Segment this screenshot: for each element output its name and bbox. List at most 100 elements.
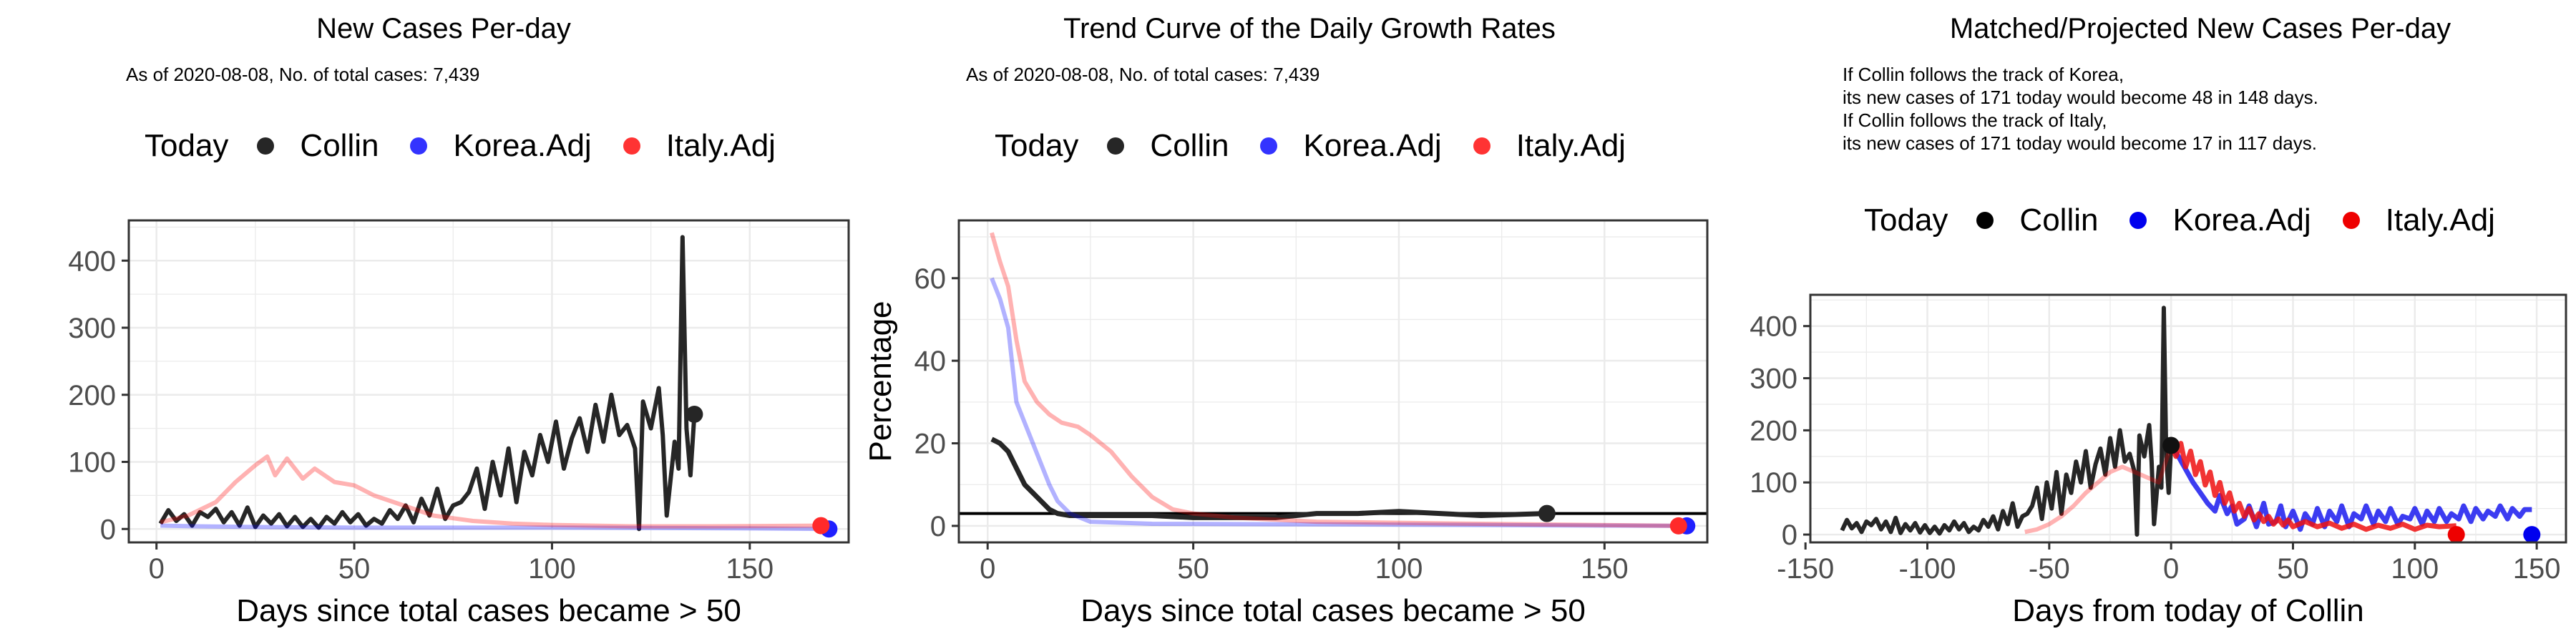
legend-title: Today xyxy=(1864,203,1948,238)
legend-item-korea: Korea.Adj xyxy=(1260,128,1442,164)
legend-item-italy: Italy.Adj xyxy=(623,128,776,164)
legend-label: Collin xyxy=(1150,128,1229,163)
chart-title: Trend Curve of the Daily Growth Rates xyxy=(1063,13,1556,44)
legend-label: Collin xyxy=(2019,203,2099,238)
y-axis-label: Percentage xyxy=(863,301,898,462)
chart-subtitle: As of 2020-08-08, No. of total cases: 7,… xyxy=(126,64,480,85)
x-tick-label: 150 xyxy=(2513,553,2561,585)
series-line-italy-adj xyxy=(2168,441,2457,532)
y-tick-label: 20 xyxy=(914,429,947,460)
x-tick-label: 0 xyxy=(980,553,995,585)
legend-dot-icon xyxy=(257,137,275,155)
legend-label: Italy.Adj xyxy=(665,128,776,163)
legend-dot-icon xyxy=(2129,212,2147,229)
series-line-korea-adj xyxy=(160,523,829,532)
series-line-italy-adj xyxy=(160,454,821,529)
plot-area: -150 -100 -50 0 50 100 150 0 100 200 300 400 Days fr… xyxy=(1750,293,2567,628)
today-point-italy-adj xyxy=(2447,526,2465,544)
legend-dot-icon xyxy=(1976,212,1994,229)
legend-label: Korea.Adj xyxy=(2172,203,2311,238)
today-point-collin xyxy=(1538,504,1556,522)
y-tick-label: 400 xyxy=(1750,311,1797,343)
x-tick-label: -150 xyxy=(1777,553,1834,585)
x-tick-label: 100 xyxy=(528,553,576,585)
legend-label: Italy.Adj xyxy=(2385,203,2495,238)
legend-dot-icon xyxy=(1107,137,1125,155)
x-tick-label: 100 xyxy=(1375,553,1423,585)
panel-border xyxy=(957,219,1709,544)
legend-dot-icon xyxy=(2342,212,2360,229)
y-tick-label: 40 xyxy=(914,346,947,377)
plot-area: 0 50 100 150 0 20 40 60 Days since total cases b… xyxy=(863,219,1709,628)
series-line-italy-matched xyxy=(2024,444,2174,535)
legend-title: Today xyxy=(995,128,1079,163)
legend-label: Korea.Adj xyxy=(453,128,592,163)
panel-projected: Matched/Projected New Cases Per-day If C… xyxy=(1717,0,2576,644)
today-point-italy-adj xyxy=(1669,517,1687,535)
legend-item-collin: Collin xyxy=(1976,203,2098,238)
legend-item-italy: Italy.Adj xyxy=(1473,128,1626,164)
y-tick-label: 0 xyxy=(930,511,946,542)
plot-area: 0 50 100 150 0 100 200 300 400 Days since total c… xyxy=(68,219,850,628)
legend-label: Italy.Adj xyxy=(1516,128,1626,163)
legend-item-korea: Korea.Adj xyxy=(410,128,592,164)
legend: Today Collin Korea.Adj Italy.Adj xyxy=(995,125,1657,167)
x-tick-label: 150 xyxy=(726,553,774,585)
legend-dot-icon xyxy=(623,137,640,155)
legend-dot-icon xyxy=(1473,137,1491,155)
legend-item-collin: Collin xyxy=(257,128,379,164)
legend-item-collin: Collin xyxy=(1107,128,1229,164)
legend-item-korea: Korea.Adj xyxy=(2129,203,2311,238)
y-tick-label: 100 xyxy=(68,447,116,479)
y-tick-label: 400 xyxy=(68,245,116,277)
x-tick-label: -100 xyxy=(1898,553,1956,585)
legend: Today Collin Korea.Adj Italy.Adj xyxy=(1864,199,2527,242)
legend-title: Today xyxy=(145,128,229,163)
y-tick-label: 300 xyxy=(68,313,116,344)
grid xyxy=(129,220,849,542)
legend-label: Korea.Adj xyxy=(1303,128,1442,163)
today-point-korea-adj xyxy=(2523,526,2541,544)
y-tick-label: 0 xyxy=(1782,519,1797,551)
y-tick-label: 200 xyxy=(68,380,116,411)
chart-subtitle: As of 2020-08-08, No. of total cases: 7,… xyxy=(966,64,1320,85)
x-tick-label: 50 xyxy=(2277,553,2309,585)
today-point-italy-adj xyxy=(812,517,830,535)
legend-label: Collin xyxy=(300,128,379,163)
x-tick-label: -50 xyxy=(2029,553,2070,585)
x-axis-label: Days since total cases became > 50 xyxy=(236,593,741,628)
series-line-collin xyxy=(990,436,1547,520)
x-axis-label: Days from today of Collin xyxy=(2012,593,2364,628)
x-tick-label: 0 xyxy=(149,553,165,585)
x-axis-label: Days since total cases became > 50 xyxy=(1080,593,1586,628)
today-point-collin xyxy=(686,405,703,423)
series-line-korea-adj xyxy=(990,277,1687,528)
panel-growth-rates: Trend Curve of the Daily Growth Rates As… xyxy=(859,0,1717,644)
grid xyxy=(959,220,1708,542)
grid xyxy=(1810,295,2566,542)
y-tick-label: 100 xyxy=(1750,467,1797,499)
legend: Today Collin Korea.Adj Italy.Adj xyxy=(145,125,807,167)
x-tick-label: 0 xyxy=(2163,553,2179,585)
y-tick-label: 60 xyxy=(914,263,947,295)
y-tick-label: 200 xyxy=(1750,415,1797,447)
x-tick-label: 50 xyxy=(338,553,371,585)
legend-dot-icon xyxy=(1260,137,1278,155)
panel-new-cases: New Cases Per-day As of 2020-08-08, No. … xyxy=(0,0,859,644)
series-line-collin xyxy=(1840,306,2174,537)
chart-subtitle: If Collin follows the track of Korea, it… xyxy=(1843,64,2318,154)
series-line-korea-adj xyxy=(2169,444,2532,532)
series-line-italy-adj xyxy=(990,232,1679,528)
today-point-collin xyxy=(2162,436,2180,454)
chart-title: New Cases Per-day xyxy=(316,13,571,44)
x-tick-label: 100 xyxy=(2391,553,2439,585)
x-tick-label: 150 xyxy=(1581,553,1629,585)
x-tick-label: 50 xyxy=(1177,553,1209,585)
y-tick-label: 0 xyxy=(100,514,116,545)
panel-border xyxy=(127,219,850,544)
series-line-collin xyxy=(158,235,697,532)
panel-border xyxy=(1809,293,2567,544)
y-tick-label: 300 xyxy=(1750,364,1797,395)
chart-title: Matched/Projected New Cases Per-day xyxy=(1949,13,2451,44)
legend-item-italy: Italy.Adj xyxy=(2342,203,2495,238)
